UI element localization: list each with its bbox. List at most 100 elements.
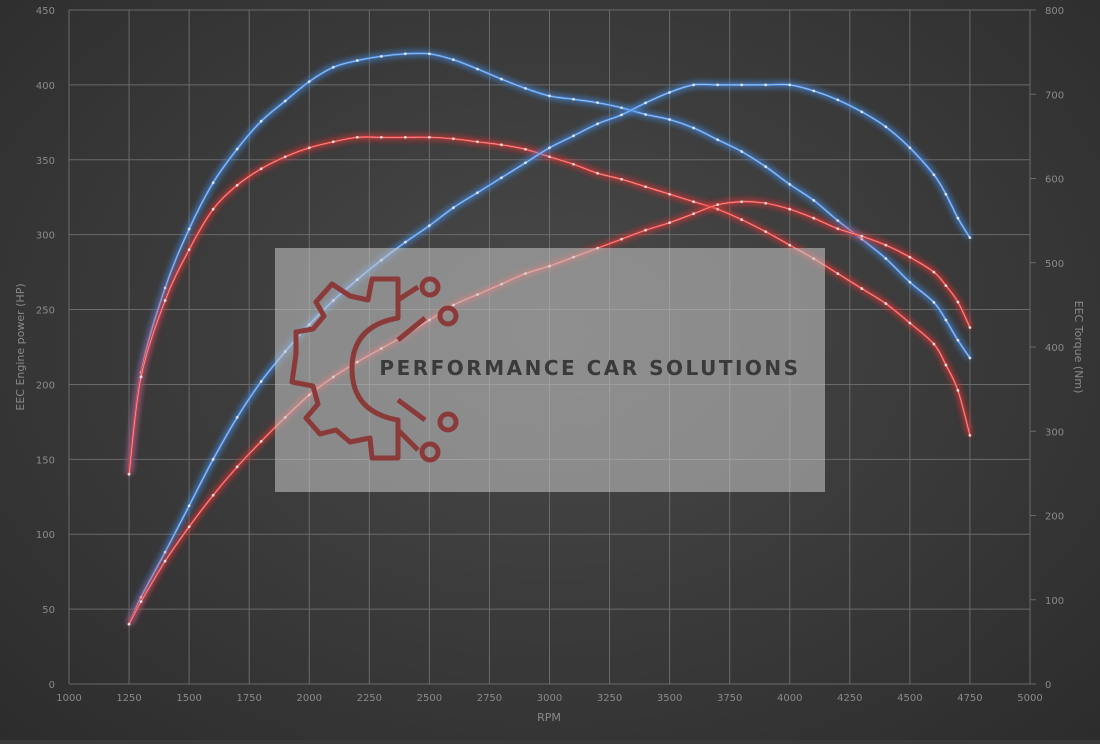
- series-point: [860, 110, 864, 114]
- series-point: [596, 101, 599, 105]
- x-tick-label: 3750: [717, 693, 742, 704]
- series-point: [716, 203, 720, 207]
- series-2: [127, 83, 972, 626]
- series-point: [944, 284, 948, 287]
- series-point: [908, 255, 912, 259]
- x-tick-label: 2500: [417, 693, 442, 704]
- y-left-tick-label: 150: [36, 455, 55, 466]
- series-point: [331, 140, 335, 144]
- series-point: [572, 97, 575, 101]
- series-point: [500, 176, 503, 180]
- series-point: [812, 199, 816, 202]
- series-point: [403, 135, 407, 139]
- series-point: [524, 86, 527, 90]
- series-point: [968, 356, 972, 360]
- series-point: [331, 65, 335, 69]
- series-point: [884, 257, 888, 260]
- series-point: [932, 342, 936, 346]
- series-point: [944, 318, 948, 322]
- x-tick-label: 4250: [837, 693, 862, 704]
- series-point: [476, 67, 479, 71]
- watermark-panel: [275, 248, 825, 492]
- y-left-tick-label: 400: [36, 81, 55, 92]
- x-tick-label: 1750: [236, 693, 261, 704]
- series-point: [908, 280, 912, 284]
- series-point: [259, 380, 263, 383]
- series-point: [163, 299, 167, 302]
- series-point: [452, 206, 455, 210]
- series-point: [644, 101, 647, 105]
- series-point: [187, 248, 191, 252]
- x-tick-label: 4500: [897, 693, 922, 704]
- series-point: [716, 207, 720, 211]
- series-point: [740, 83, 744, 87]
- y-right-tick-label: 500: [1045, 259, 1064, 270]
- series-point: [932, 300, 936, 304]
- series-point: [692, 212, 696, 216]
- x-tick-label: 3000: [537, 693, 562, 704]
- y-left-tick-label: 200: [36, 380, 55, 391]
- series-point: [452, 137, 455, 141]
- series-point: [572, 162, 575, 166]
- series-point: [764, 83, 768, 87]
- series-point: [187, 227, 191, 231]
- series-point: [788, 83, 792, 87]
- series-line-highlight: [128, 83, 971, 625]
- series-point: [355, 135, 359, 139]
- series-point: [500, 77, 503, 81]
- series-point: [908, 146, 912, 150]
- series-point: [860, 287, 864, 290]
- series-point: [163, 559, 167, 563]
- watermark-text: PERFORMANCE CAR SOLUTIONS: [379, 356, 800, 380]
- series-point: [836, 227, 840, 231]
- series-point: [944, 192, 948, 196]
- series-point: [908, 321, 912, 325]
- y-right-tick-label: 100: [1045, 596, 1064, 607]
- series-point: [307, 146, 311, 150]
- series-point: [740, 200, 744, 204]
- series-point: [572, 134, 575, 138]
- series-point: [187, 525, 191, 529]
- x-tick-label: 3500: [657, 693, 682, 704]
- series-point: [644, 228, 647, 232]
- series-point: [620, 177, 623, 181]
- watermark: PERFORMANCE CAR SOLUTIONS: [275, 248, 825, 492]
- gear-logo-icon: [289, 276, 459, 463]
- series-point: [355, 59, 359, 62]
- series-point: [427, 135, 431, 139]
- y-left-tick-label: 350: [36, 156, 55, 167]
- series-point: [427, 224, 431, 228]
- x-axis-title: RPM: [537, 711, 561, 724]
- series-point: [524, 161, 527, 165]
- series-point: [620, 237, 623, 241]
- series-point: [127, 472, 131, 476]
- x-tick-label: 2750: [477, 693, 502, 704]
- x-tick-label: 2250: [357, 693, 382, 704]
- x-tick-label: 1250: [116, 693, 141, 704]
- series-point: [956, 300, 960, 304]
- y-left-tick-label: 100: [36, 530, 55, 541]
- series-point: [235, 147, 239, 151]
- series-point: [211, 493, 215, 497]
- y-right-tick-label: 700: [1045, 90, 1064, 101]
- y-right-tick-label: 800: [1045, 6, 1064, 17]
- series-point: [716, 138, 720, 142]
- series-point: [548, 155, 551, 159]
- series-point: [427, 52, 431, 56]
- y-right-tick-label: 300: [1045, 427, 1064, 438]
- series-point: [500, 143, 503, 147]
- series-point: [283, 99, 287, 103]
- y-right-tick-label: 400: [1045, 343, 1064, 354]
- y-left-tick-label: 50: [42, 605, 55, 616]
- series-point: [668, 221, 672, 225]
- series-point: [211, 457, 215, 461]
- series-point: [187, 504, 191, 508]
- series-point: [403, 240, 407, 244]
- series-point: [860, 234, 864, 238]
- series-point: [211, 181, 215, 185]
- x-tick-label: 4750: [957, 693, 982, 704]
- y-axis-right-title: EEC Torque (Nm): [1072, 301, 1085, 394]
- series-point: [259, 167, 263, 171]
- series-point: [620, 113, 623, 117]
- series-point: [788, 207, 792, 211]
